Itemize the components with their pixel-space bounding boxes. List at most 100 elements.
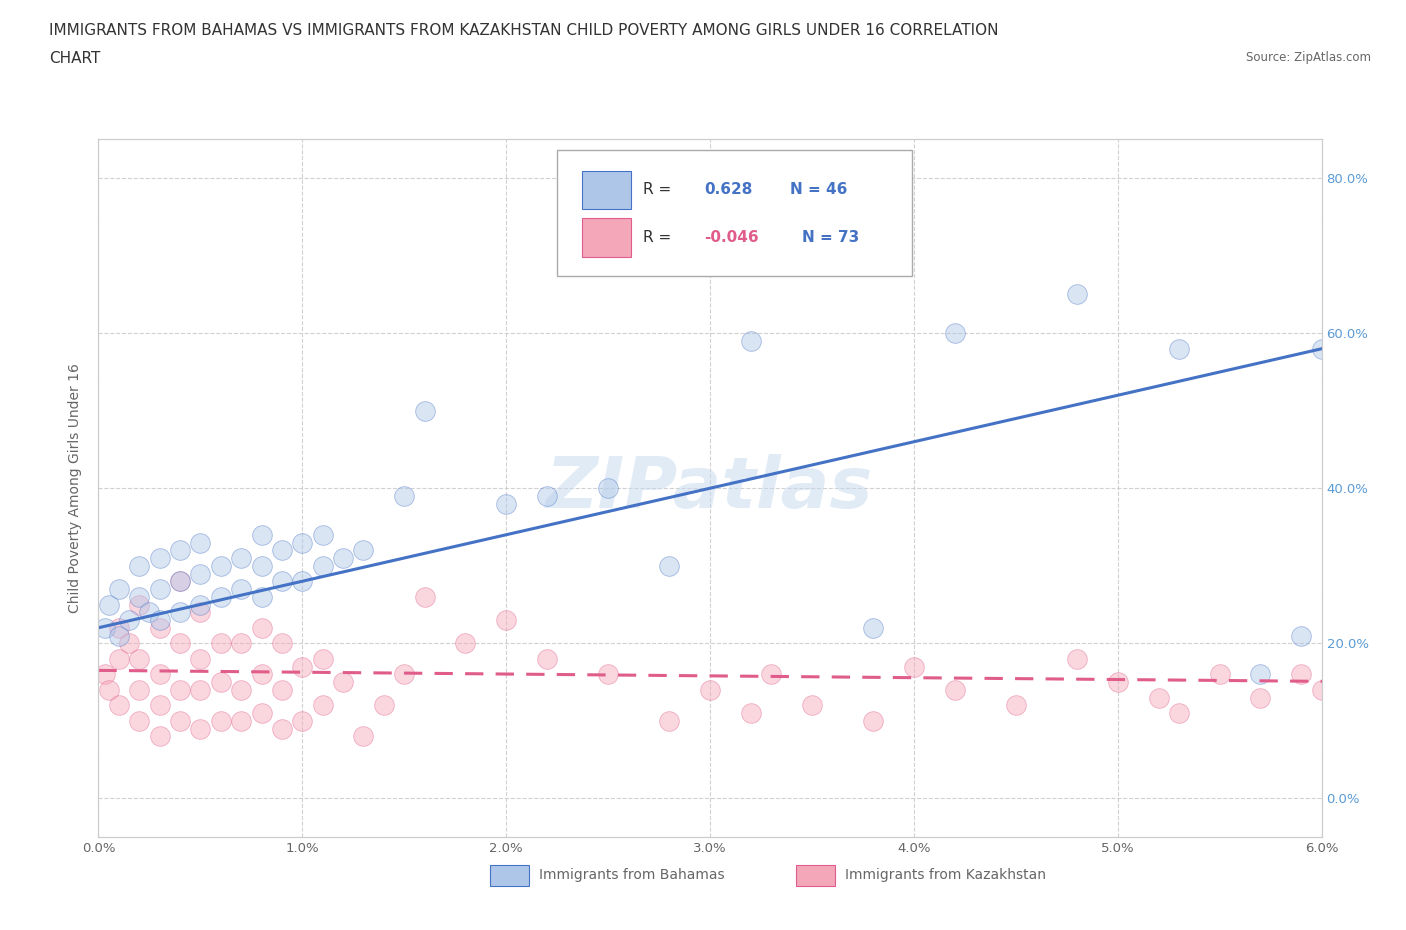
Point: [291, 535, 314, 550]
Point: [413, 404, 436, 418]
Point: [128, 713, 150, 728]
Point: [373, 698, 395, 712]
Point: [311, 698, 335, 712]
Text: N = 73: N = 73: [801, 230, 859, 245]
Point: [250, 620, 273, 635]
Y-axis label: Child Poverty Among Girls Under 16: Child Poverty Among Girls Under 16: [69, 364, 83, 613]
FancyBboxPatch shape: [557, 150, 912, 275]
Text: Immigrants from Bahamas: Immigrants from Bahamas: [538, 869, 724, 883]
Point: [761, 667, 783, 682]
Point: [536, 488, 558, 503]
FancyBboxPatch shape: [582, 171, 630, 209]
Point: [740, 706, 762, 721]
Point: [108, 651, 131, 666]
Point: [1310, 683, 1333, 698]
Point: [128, 651, 150, 666]
Text: Immigrants from Kazakhstan: Immigrants from Kazakhstan: [845, 869, 1046, 883]
Point: [108, 698, 131, 712]
FancyBboxPatch shape: [489, 865, 529, 885]
Point: [231, 581, 253, 596]
Point: [97, 683, 120, 698]
Point: [270, 636, 292, 651]
Point: [149, 581, 172, 596]
FancyBboxPatch shape: [582, 219, 630, 257]
Point: [128, 683, 150, 698]
Point: [1167, 341, 1189, 356]
Point: [332, 551, 354, 565]
Point: [598, 481, 620, 496]
Point: [1004, 698, 1026, 712]
Point: [903, 659, 925, 674]
Point: [128, 597, 150, 612]
Point: [188, 597, 212, 612]
Point: [188, 683, 212, 698]
Point: [250, 558, 273, 573]
Point: [658, 558, 681, 573]
Point: [454, 636, 477, 651]
Point: [188, 721, 212, 736]
Text: IMMIGRANTS FROM BAHAMAS VS IMMIGRANTS FROM KAZAKHSTAN CHILD POVERTY AMONG GIRLS : IMMIGRANTS FROM BAHAMAS VS IMMIGRANTS FR…: [49, 23, 998, 38]
Point: [149, 729, 172, 744]
Point: [311, 651, 335, 666]
Point: [943, 326, 966, 340]
Point: [332, 674, 354, 689]
Point: [108, 628, 131, 643]
Point: [209, 674, 232, 689]
Point: [169, 604, 191, 619]
Point: [138, 604, 160, 619]
Point: [250, 590, 273, 604]
Point: [209, 713, 232, 728]
Point: [291, 574, 314, 589]
Point: [149, 620, 172, 635]
Point: [270, 683, 292, 698]
Point: [250, 527, 273, 542]
Point: [1249, 690, 1271, 705]
Point: [169, 543, 191, 558]
Point: [270, 574, 292, 589]
Point: [392, 667, 416, 682]
Text: N = 46: N = 46: [790, 182, 846, 197]
Point: [311, 527, 335, 542]
Point: [250, 706, 273, 721]
Point: [231, 636, 253, 651]
Text: R =: R =: [643, 230, 676, 245]
Point: [352, 729, 374, 744]
Point: [598, 667, 620, 682]
Point: [188, 651, 212, 666]
Point: [291, 659, 314, 674]
Point: [1372, 674, 1395, 689]
Point: [209, 636, 232, 651]
Point: [1330, 698, 1353, 712]
Point: [93, 667, 115, 682]
Point: [169, 574, 191, 589]
Point: [118, 636, 141, 651]
Point: [392, 488, 416, 503]
Point: [1167, 706, 1189, 721]
Point: [1351, 659, 1374, 674]
Point: [536, 651, 558, 666]
Point: [231, 551, 253, 565]
Point: [169, 636, 191, 651]
Text: CHART: CHART: [49, 51, 101, 66]
Text: R =: R =: [643, 182, 676, 197]
Text: 0.628: 0.628: [704, 182, 752, 197]
Point: [291, 713, 314, 728]
Point: [231, 713, 253, 728]
Point: [352, 543, 374, 558]
Point: [1249, 667, 1271, 682]
Point: [658, 713, 681, 728]
Point: [801, 698, 824, 712]
Point: [862, 713, 884, 728]
Point: [169, 683, 191, 698]
Point: [149, 551, 172, 565]
Point: [188, 535, 212, 550]
Point: [1310, 341, 1333, 356]
Point: [231, 683, 253, 698]
Point: [495, 497, 517, 512]
Point: [209, 590, 232, 604]
Point: [108, 620, 131, 635]
Point: [1208, 667, 1232, 682]
Point: [699, 683, 721, 698]
Point: [118, 613, 141, 628]
Point: [862, 620, 884, 635]
